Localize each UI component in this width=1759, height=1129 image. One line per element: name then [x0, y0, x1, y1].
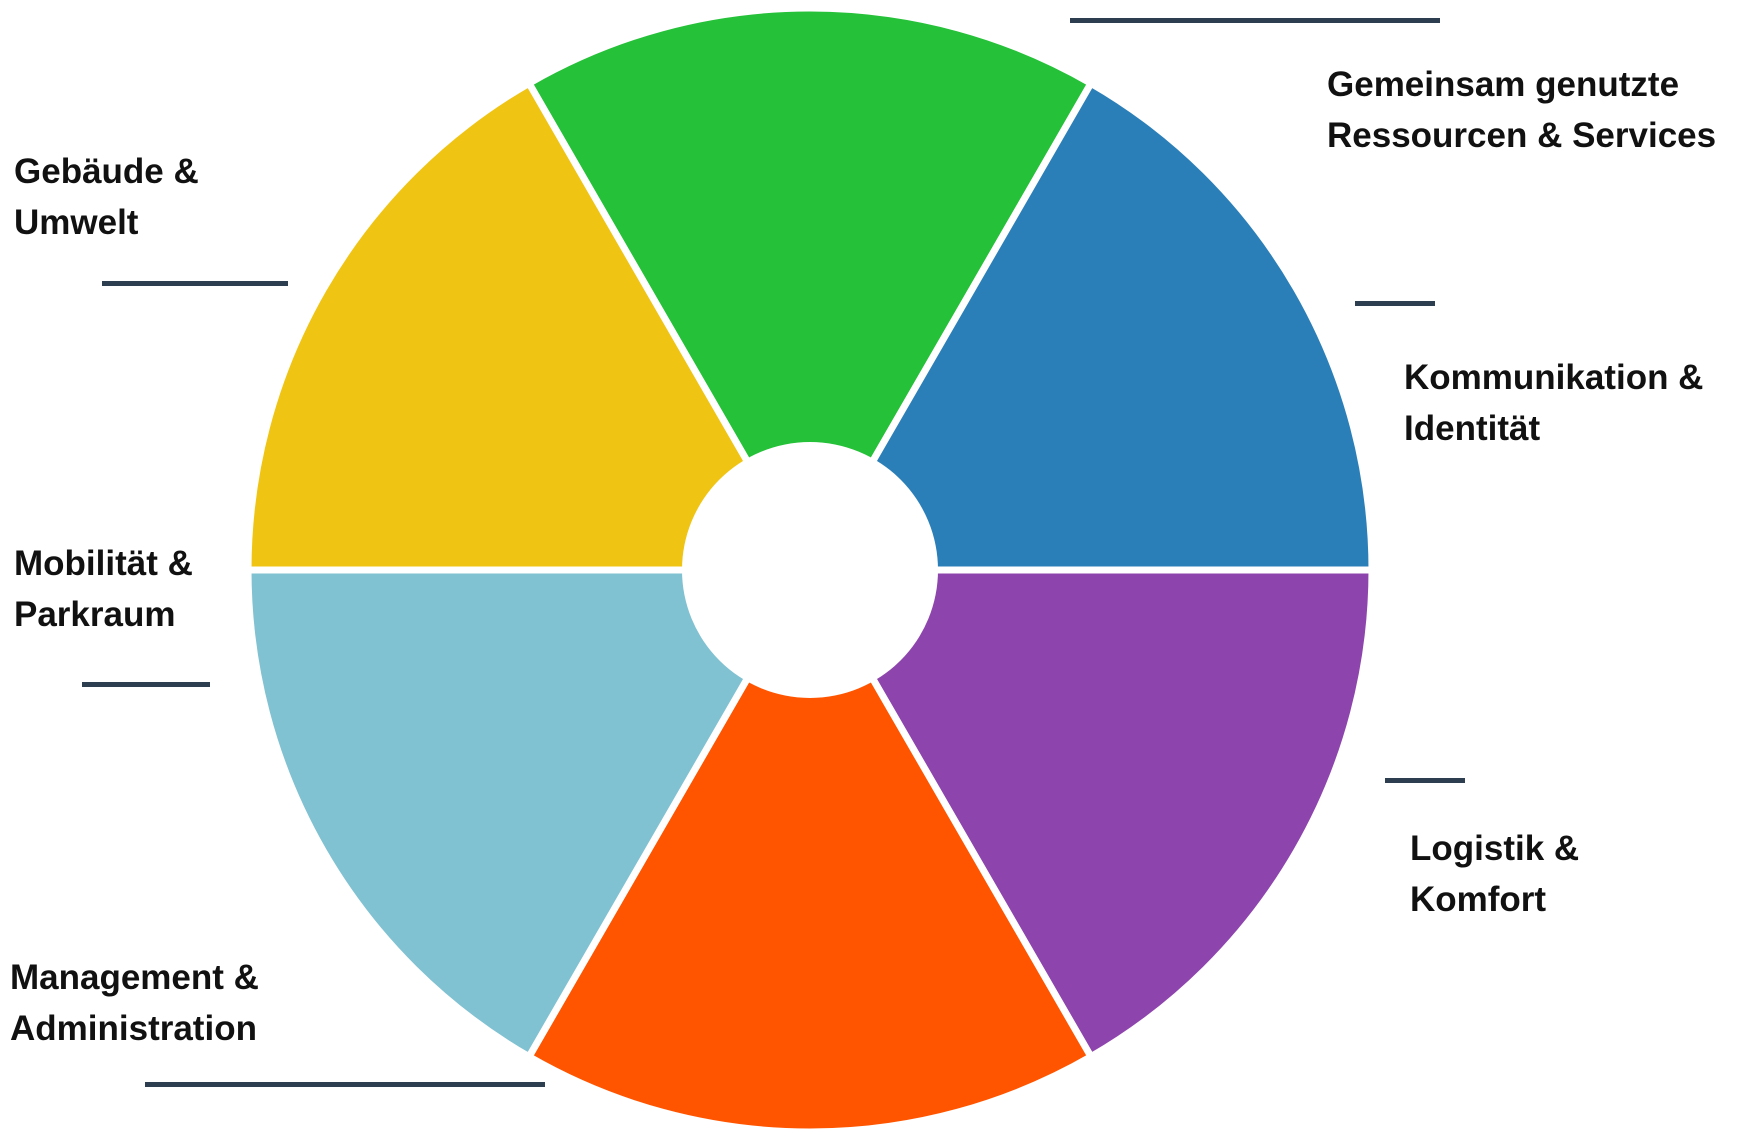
wheel-segment-management [525, 566, 1095, 1129]
label-line: Komfort [1410, 880, 1547, 919]
label-logistics: Logistik & Komfort [1410, 823, 1579, 925]
wheel-segment-mobility [244, 566, 814, 1061]
label-building: Gebäude & Umwelt [14, 146, 199, 248]
label-line: Logistik & [1410, 829, 1580, 868]
leader-line-shared [1070, 18, 1440, 23]
label-management: Management & Administration [10, 952, 259, 1054]
label-line: Parkraum [14, 595, 176, 634]
leader-line-comm [1355, 301, 1435, 306]
leader-line-management [145, 1082, 545, 1087]
label-line: Mobilität & [14, 544, 193, 583]
label-line: Gemeinsam genutzte [1327, 65, 1680, 104]
label-line: Administration [10, 1009, 257, 1048]
wheel-center-hole [682, 442, 938, 698]
leader-line-mobility [82, 682, 210, 687]
wheel-segment-building [244, 79, 814, 574]
leader-line-logistics [1385, 778, 1465, 783]
label-line: Ressourcen & Services [1327, 116, 1717, 155]
label-communication: Kommunikation & Identität [1404, 352, 1703, 454]
label-line: Umwelt [14, 203, 139, 242]
label-shared-resources: Gemeinsam genutzte Ressourcen & Services [1327, 59, 1716, 161]
label-line: Gebäude & [14, 152, 199, 191]
label-line: Kommunikation & [1404, 358, 1704, 397]
leader-line-building [102, 281, 288, 286]
wheel-segment-comm [806, 79, 1376, 574]
wheel-segment-shared [525, 4, 1095, 574]
label-mobility: Mobilität & Parkraum [14, 538, 193, 640]
label-line: Management & [10, 958, 259, 997]
label-line: Identität [1404, 409, 1541, 448]
wheel-segment-logistics [806, 566, 1376, 1061]
